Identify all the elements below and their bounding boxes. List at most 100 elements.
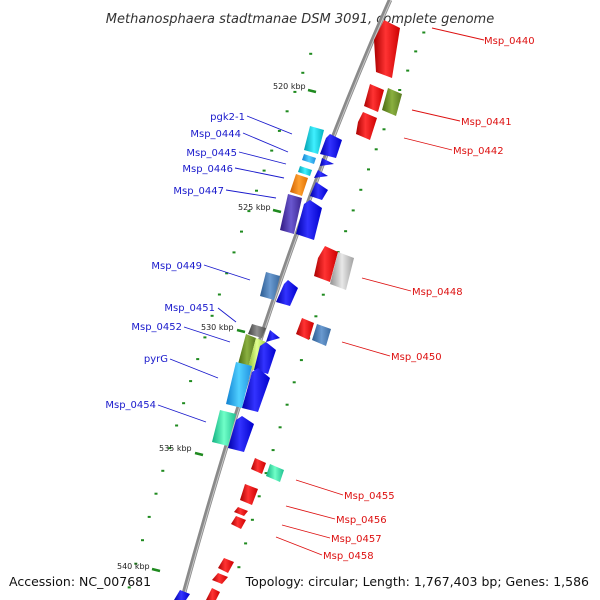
tick-dot <box>382 128 386 131</box>
kbp-tick <box>151 567 161 573</box>
gene-label-pgk2-1[interactable]: pgk2-1 <box>210 112 245 123</box>
gene-label-msp-0448[interactable]: Msp_0448 <box>412 287 463 298</box>
tick-dot <box>406 69 410 72</box>
gene-arrow-msp-0454[interactable] <box>228 416 254 452</box>
gene-box-msp-0444[interactable] <box>302 154 316 164</box>
tick-dot <box>271 449 275 452</box>
tick-dot <box>257 495 261 498</box>
gene-label-msp-0452[interactable]: Msp_0452 <box>131 322 182 333</box>
gene-label-pyrG[interactable]: pyrG <box>144 354 168 365</box>
tick-dot <box>161 469 165 472</box>
tick-dot <box>203 336 207 339</box>
gene-label-msp-0454[interactable]: Msp_0454 <box>105 400 156 411</box>
gene-box-msp-0450[interactable] <box>312 324 331 346</box>
gene-arrow-pyrG[interactable] <box>242 368 270 412</box>
gene-arrow-bottom-forward[interactable] <box>174 590 190 600</box>
gene-label-msp-0445[interactable]: Msp_0445 <box>186 148 237 159</box>
gene-arrow-msp-0450[interactable] <box>296 318 314 340</box>
tick-dot <box>398 89 402 91</box>
gene-box-msp-0452[interactable] <box>238 334 256 368</box>
kbp-label-535: 535 kbp <box>159 444 192 453</box>
tick-dot <box>285 110 289 113</box>
tick-dot <box>314 315 318 318</box>
gene-arrow-msp-0451[interactable] <box>266 330 280 342</box>
gene-arrow-msp-0457b[interactable] <box>231 516 246 529</box>
gene-box-msp-0446[interactable] <box>290 174 308 196</box>
tick-dot <box>237 566 241 569</box>
gene-arrow-msp-0446[interactable] <box>310 182 328 200</box>
kbp-label-520: 520 kbp <box>273 82 306 91</box>
gene-arrow-msp-0447[interactable] <box>296 200 322 240</box>
tick-dot <box>293 90 297 93</box>
tick-marks <box>127 31 426 589</box>
gene-label-msp-0451[interactable]: Msp_0451 <box>164 303 215 314</box>
tick-dot <box>262 169 266 172</box>
tick-dot <box>264 472 268 475</box>
gene-label-msp-0444[interactable]: Msp_0444 <box>190 129 241 140</box>
tick-dot <box>351 209 355 212</box>
gene-label-msp-0441[interactable]: Msp_0441 <box>461 117 512 128</box>
gene-label-msp-0440[interactable]: Msp_0440 <box>484 36 535 47</box>
gene-box-msp-0448[interactable] <box>330 252 354 290</box>
tick-dot <box>278 426 282 429</box>
gene-arrow-msp-0441[interactable] <box>364 84 384 112</box>
kbp-tick <box>272 208 282 214</box>
tick-dot <box>250 518 254 521</box>
gene-arrow-bottom[interactable] <box>206 588 220 600</box>
gene-arrow-msp-0445[interactable] <box>314 170 328 178</box>
gene-label-msp-0442[interactable]: Msp_0442 <box>453 146 504 157</box>
tick-dot <box>285 403 289 406</box>
kbp-scale: 520 kbp 525 kbp 530 kbp 535 kbp 540 kbp <box>117 82 317 573</box>
gene-box-pyrG[interactable] <box>226 362 252 408</box>
gene-label-msp-0446[interactable]: Msp_0446 <box>182 164 233 175</box>
gene-arrow-msp-0456[interactable] <box>240 484 258 505</box>
tick-dot <box>175 424 179 427</box>
gene-arrow-pgk2-1[interactable] <box>320 134 342 158</box>
gene-label-msp-0450[interactable]: Msp_0450 <box>391 352 442 363</box>
tick-dot <box>344 230 348 233</box>
tick-dot <box>141 539 144 542</box>
gene-box-msp-0445[interactable] <box>298 166 312 176</box>
genome-title: Methanosphaera stadtmanae DSM 3091, comp… <box>106 12 494 27</box>
gene-arrow-msp-0458b[interactable] <box>212 573 228 584</box>
kbp-tick <box>194 451 204 457</box>
gene-label-msp-0447[interactable]: Msp_0447 <box>173 186 224 197</box>
gene-arrow-msp-0444[interactable] <box>320 158 334 166</box>
tick-dot <box>309 52 313 55</box>
gene-box-msp-0451[interactable] <box>248 324 266 338</box>
kbp-tick <box>307 88 317 94</box>
tick-dot <box>414 50 418 53</box>
tick-dot <box>147 515 151 518</box>
tick-dot <box>359 188 363 191</box>
tick-dot <box>422 31 426 34</box>
gene-label-msp-0456[interactable]: Msp_0456 <box>336 515 387 526</box>
gene-box-msp-0441[interactable] <box>382 88 402 116</box>
gene-label-msp-0449[interactable]: Msp_0449 <box>151 261 202 272</box>
gene-box-msp-0455[interactable] <box>266 464 284 482</box>
tick-dot <box>182 402 186 405</box>
gene-arrow-msp-0458[interactable] <box>218 558 234 573</box>
reverse-strand-genes <box>206 20 402 600</box>
gene-label-msp-0457[interactable]: Msp_0457 <box>331 534 382 545</box>
tick-dot <box>168 447 172 450</box>
tick-dot <box>292 381 296 384</box>
gene-arrow-msp-0455[interactable] <box>251 458 266 474</box>
gene-arrow-msp-0448[interactable] <box>314 246 338 282</box>
gene-box-pgk2-1[interactable] <box>304 126 324 154</box>
tick-dot <box>244 542 248 545</box>
gene-box-msp-0449[interactable] <box>260 272 280 300</box>
gene-label-msp-0458[interactable]: Msp_0458 <box>323 551 374 562</box>
gene-label-msp-0455[interactable]: Msp_0455 <box>344 491 395 502</box>
gene-arrow-msp-0457[interactable] <box>234 507 248 516</box>
genome-backbone-highlight <box>182 0 392 600</box>
gene-arrow-msp-0449[interactable] <box>276 280 298 306</box>
tick-dot <box>127 586 131 589</box>
forward-label-lines <box>157 115 293 423</box>
reverse-labels: Msp_0440 Msp_0441 Msp_0442 Msp_0448 Msp_… <box>323 36 535 562</box>
gene-arrow-msp-0442[interactable] <box>356 112 377 140</box>
gene-arrow-msp-0452[interactable] <box>254 342 276 374</box>
gene-arrow-msp-0440[interactable] <box>374 20 400 78</box>
kbp-tick <box>236 328 246 334</box>
gene-box-msp-0454[interactable] <box>212 410 236 446</box>
gene-box-msp-0447[interactable] <box>280 194 302 234</box>
